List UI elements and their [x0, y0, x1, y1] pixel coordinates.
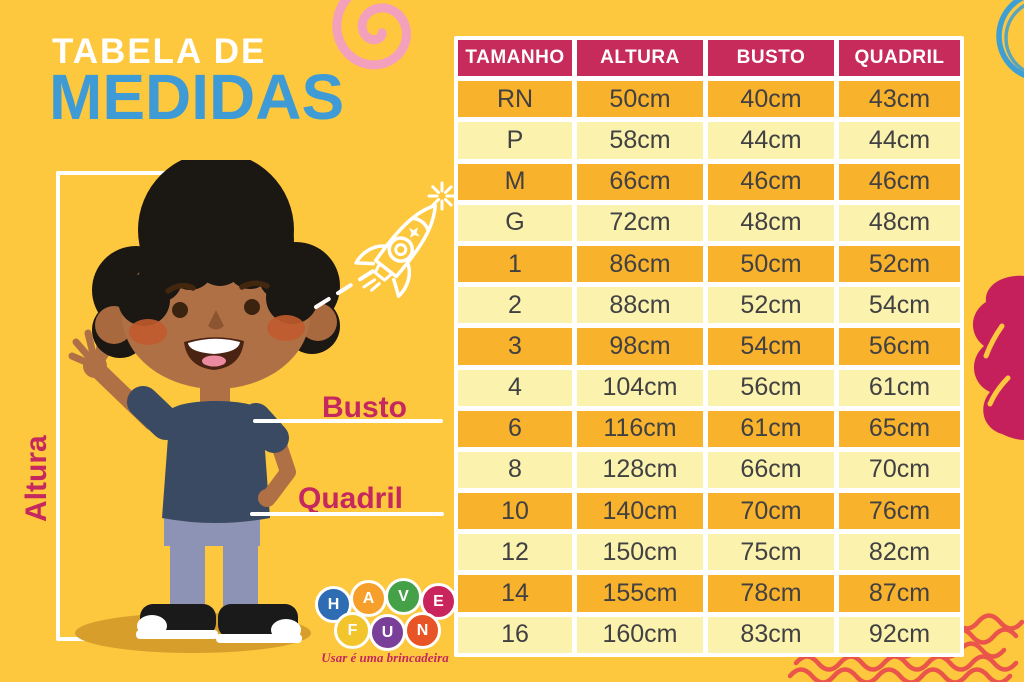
measure-cell: 128cm	[577, 451, 703, 489]
measure-cell: 52cm	[708, 287, 834, 324]
spiral-doodle-icon	[332, 0, 411, 70]
starburst-icon	[427, 181, 457, 211]
measure-cell: 40cm	[708, 81, 834, 118]
logo-ball-u: U	[369, 614, 406, 651]
measure-cell: 75cm	[708, 534, 834, 571]
measure-cell: 82cm	[839, 534, 960, 571]
smiling-mouth	[184, 337, 244, 370]
boy-illustration	[68, 160, 340, 653]
column-header: QUADRIL	[839, 40, 960, 77]
size-cell: 16	[458, 616, 572, 653]
measure-cell: 76cm	[839, 493, 960, 530]
measure-cell: 66cm	[708, 451, 834, 489]
logo-ball-a: A	[350, 580, 387, 617]
eye	[244, 299, 260, 315]
measure-cell: 92cm	[839, 616, 960, 653]
measure-cell: 46cm	[839, 163, 960, 200]
logo-ball-f: F	[334, 612, 371, 649]
height-bracket-vertical	[56, 171, 60, 641]
heart-brush-icon	[972, 275, 1024, 440]
measure-cell: 83cm	[708, 616, 834, 653]
rocket-doodle-icon	[314, 181, 457, 309]
size-table: TAMANHO ALTURA BUSTO QUADRIL RN 50cm 40cm 43cm P…	[454, 36, 964, 657]
t-shirt	[162, 401, 270, 523]
size-cell: 6	[458, 410, 572, 447]
size-cell: RN	[458, 81, 572, 118]
size-cell: M	[458, 163, 572, 200]
size-cell: 2	[458, 287, 572, 324]
logo-ball-e: E	[420, 583, 457, 620]
size-cell: P	[458, 122, 572, 159]
measure-cell: 58cm	[577, 122, 703, 159]
quadril-label: Quadril	[298, 482, 404, 515]
measure-cell: 54cm	[708, 328, 834, 365]
measure-cell: 66cm	[577, 163, 703, 200]
measure-cell: 88cm	[577, 287, 703, 324]
title-line2: MEDIDAS	[49, 61, 345, 133]
measure-cell: 54cm	[839, 287, 960, 324]
eyebrows	[165, 280, 270, 294]
waving-arm	[68, 329, 182, 440]
sneakers	[136, 604, 302, 643]
measure-cell: 86cm	[577, 245, 703, 283]
blush	[267, 315, 305, 341]
measure-cell: 52cm	[839, 245, 960, 283]
measure-cell: 78cm	[708, 575, 834, 612]
measure-cell: 44cm	[708, 122, 834, 159]
title-line1: TABELA DE	[52, 32, 267, 71]
measure-cell: 61cm	[839, 369, 960, 406]
measure-cell: 44cm	[839, 122, 960, 159]
measure-cell: 116cm	[577, 410, 703, 447]
measure-cell: 160cm	[577, 616, 703, 653]
height-bracket-top	[56, 171, 206, 175]
measure-cell: 50cm	[577, 81, 703, 118]
size-cell: 4	[458, 369, 572, 406]
measure-cell: 150cm	[577, 534, 703, 571]
measure-cell: 87cm	[839, 575, 960, 612]
busto-pointer-line	[253, 419, 443, 423]
size-cell: 12	[458, 534, 572, 571]
measure-cell: 56cm	[708, 369, 834, 406]
measure-cell: 56cm	[839, 328, 960, 365]
measure-cell: 104cm	[577, 369, 703, 406]
eye	[172, 302, 188, 318]
column-header: BUSTO	[708, 40, 834, 77]
blush	[129, 319, 167, 345]
measure-cell: 61cm	[708, 410, 834, 447]
measure-cell: 43cm	[839, 81, 960, 118]
logo-ball-v: V	[385, 578, 422, 615]
column-header: TAMANHO	[458, 40, 572, 77]
curly-hair	[118, 160, 320, 326]
measure-cell: 70cm	[839, 451, 960, 489]
measure-cell: 50cm	[708, 245, 834, 283]
measure-cell: 98cm	[577, 328, 703, 365]
measure-cell: 46cm	[708, 163, 834, 200]
size-cell: 1	[458, 245, 572, 283]
page-title: TABELA DE MEDIDAS	[49, 32, 345, 133]
size-cell: 3	[458, 328, 572, 365]
size-cell: 14	[458, 575, 572, 612]
logo-ball-n: N	[404, 612, 441, 649]
logo-tagline: Usar é uma brincadeira	[321, 650, 449, 665]
size-cell: G	[458, 204, 572, 241]
size-cell: 8	[458, 451, 572, 489]
measure-cell: 48cm	[708, 204, 834, 241]
measure-cell: 155cm	[577, 575, 703, 612]
size-cell: 10	[458, 493, 572, 530]
nose	[208, 310, 224, 330]
measure-cell: 65cm	[839, 410, 960, 447]
busto-label: Busto	[322, 391, 407, 424]
quadril-pointer-line	[250, 512, 444, 516]
altura-label: Altura	[20, 435, 53, 522]
circle-doodle-icon	[996, 0, 1024, 79]
jeans	[164, 508, 260, 614]
measure-cell: 140cm	[577, 493, 703, 530]
measure-cell: 48cm	[839, 204, 960, 241]
column-header: ALTURA	[577, 40, 703, 77]
measure-cell: 70cm	[708, 493, 834, 530]
measure-cell: 72cm	[577, 204, 703, 241]
head	[92, 160, 340, 389]
